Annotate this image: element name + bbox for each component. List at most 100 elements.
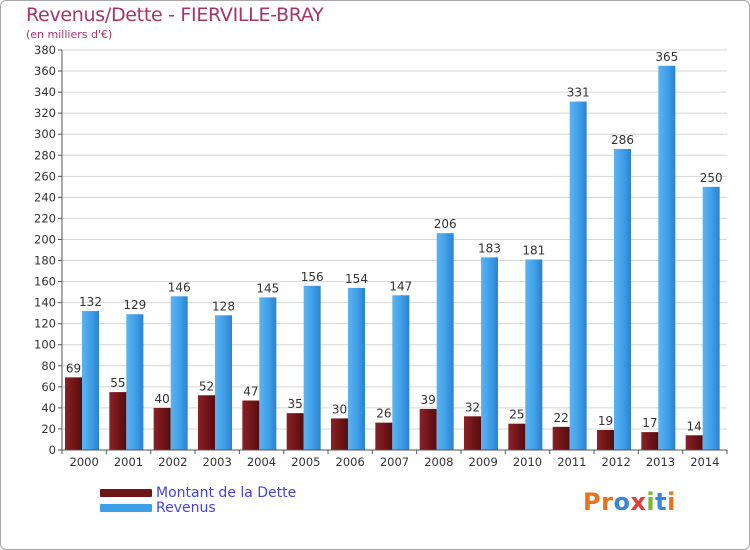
- legend-label-revenue: Revenus: [156, 500, 216, 516]
- data-label-revenue: 250: [700, 171, 723, 185]
- y-tick-label: 300: [34, 127, 56, 141]
- bar-revenue: [702, 186, 720, 450]
- logo-letter: t: [655, 488, 668, 516]
- x-tick-label: 2003: [203, 455, 232, 469]
- data-label-debt: 22: [554, 411, 569, 425]
- logo-letter: o: [613, 488, 631, 516]
- y-tick-label: 0: [49, 443, 56, 457]
- data-label-revenue: 365: [655, 50, 678, 64]
- data-label-debt: 39: [421, 393, 436, 407]
- bar-revenue: [259, 297, 277, 450]
- bar-debt: [242, 400, 260, 450]
- data-label-revenue: 128: [212, 299, 235, 313]
- y-tick-label: 200: [34, 232, 56, 246]
- data-label-debt: 30: [332, 402, 347, 416]
- bar-debt: [65, 377, 82, 450]
- y-tick-label: 40: [41, 401, 56, 415]
- y-tick-label: 180: [34, 254, 56, 268]
- y-tick-label: 240: [34, 190, 56, 204]
- data-label-debt: 26: [376, 407, 391, 421]
- logo-letter: i: [667, 488, 676, 516]
- bar-revenue: [348, 287, 365, 450]
- y-tick-label: 220: [34, 211, 56, 225]
- bar-debt: [153, 407, 171, 450]
- data-label-debt: 55: [110, 376, 125, 390]
- bar-debt: [508, 423, 526, 450]
- bar-revenue: [126, 314, 144, 450]
- bar-revenue: [215, 315, 232, 450]
- bar-debt: [109, 392, 127, 450]
- bar-debt: [375, 422, 393, 450]
- bar-revenue: [569, 101, 587, 450]
- x-tick-label: 2005: [291, 455, 320, 469]
- y-tick-label: 140: [34, 296, 56, 310]
- logo-letter: x: [630, 488, 647, 516]
- x-tick-label: 2002: [158, 455, 187, 469]
- bar-debt: [685, 435, 703, 450]
- bars: 69 132 55 129 40 146 52 128 47 145 35 156 30 154 26 147…: [65, 50, 723, 450]
- data-label-revenue: 129: [123, 298, 146, 312]
- x-tick-label: 2010: [513, 455, 542, 469]
- legend-label-debt: Montant de la Dette: [156, 485, 297, 501]
- bar-debt: [552, 426, 570, 450]
- data-label-debt: 17: [642, 416, 657, 430]
- chart-subtitle: (en milliers d'€): [26, 28, 113, 41]
- data-label-revenue: 147: [389, 279, 412, 293]
- data-label-debt: 47: [243, 385, 258, 399]
- x-tick-label: 2004: [247, 455, 276, 469]
- data-label-debt: 40: [155, 392, 170, 406]
- data-label-revenue: 183: [478, 241, 501, 255]
- bar-revenue: [170, 296, 188, 450]
- data-label-debt: 69: [66, 361, 81, 375]
- bar-revenue: [614, 148, 631, 450]
- x-tick-label: 2013: [646, 455, 675, 469]
- data-label-debt: 32: [465, 400, 480, 414]
- logo-letter: r: [601, 488, 614, 516]
- x-tick-label: 2011: [557, 455, 586, 469]
- y-tick-label: 260: [34, 169, 56, 183]
- bar-debt: [464, 416, 481, 450]
- data-label-revenue: 154: [345, 272, 368, 286]
- data-label-debt: 52: [199, 379, 214, 393]
- axes: 0 20 40 60 80 100 120 140 160 180 200 220 240 260 280 3…: [34, 43, 728, 469]
- bar-debt: [641, 432, 659, 450]
- y-tick-label: 380: [34, 43, 56, 57]
- data-label-revenue: 132: [79, 295, 102, 309]
- bar-debt: [419, 408, 437, 450]
- bar-revenue: [658, 65, 676, 450]
- x-tick-label: 2008: [424, 455, 453, 469]
- legend-swatch-revenue: [100, 504, 152, 512]
- data-label-revenue: 156: [301, 270, 324, 284]
- bar-revenue: [436, 233, 454, 450]
- data-label-revenue: 206: [434, 217, 457, 231]
- proxiti-logo: Proxiti: [583, 488, 676, 516]
- x-tick-label: 2014: [690, 455, 719, 469]
- y-tick-label: 100: [34, 338, 56, 352]
- legend-swatch-debt: [100, 489, 152, 497]
- bar-debt: [198, 395, 215, 450]
- data-label-debt: 35: [288, 397, 303, 411]
- data-label-revenue: 286: [611, 133, 634, 147]
- x-tick-label: 2009: [469, 455, 498, 469]
- y-tick-label: 60: [41, 380, 56, 394]
- x-tick-label: 2006: [336, 455, 365, 469]
- bar-revenue: [82, 311, 99, 450]
- bar-debt: [597, 430, 614, 450]
- data-label-debt: 19: [598, 414, 613, 428]
- x-tick-label: 2012: [602, 455, 631, 469]
- logo-letter: i: [646, 488, 656, 516]
- data-label-revenue: 331: [567, 86, 590, 100]
- data-label-debt: 14: [687, 419, 702, 433]
- bar-debt: [331, 418, 348, 450]
- logo-letter: P: [583, 488, 602, 516]
- y-tick-label: 20: [41, 422, 56, 436]
- y-tick-label: 340: [34, 85, 56, 99]
- x-tick-label: 2007: [380, 455, 409, 469]
- data-label-debt: 25: [509, 408, 524, 422]
- x-tick-label: 2000: [70, 455, 99, 469]
- x-tick-label: 2001: [114, 455, 143, 469]
- data-label-revenue: 145: [256, 281, 279, 295]
- chart-title: Revenus/Dette - FIERVILLE-BRAY: [26, 4, 324, 26]
- y-tick-label: 280: [34, 148, 56, 162]
